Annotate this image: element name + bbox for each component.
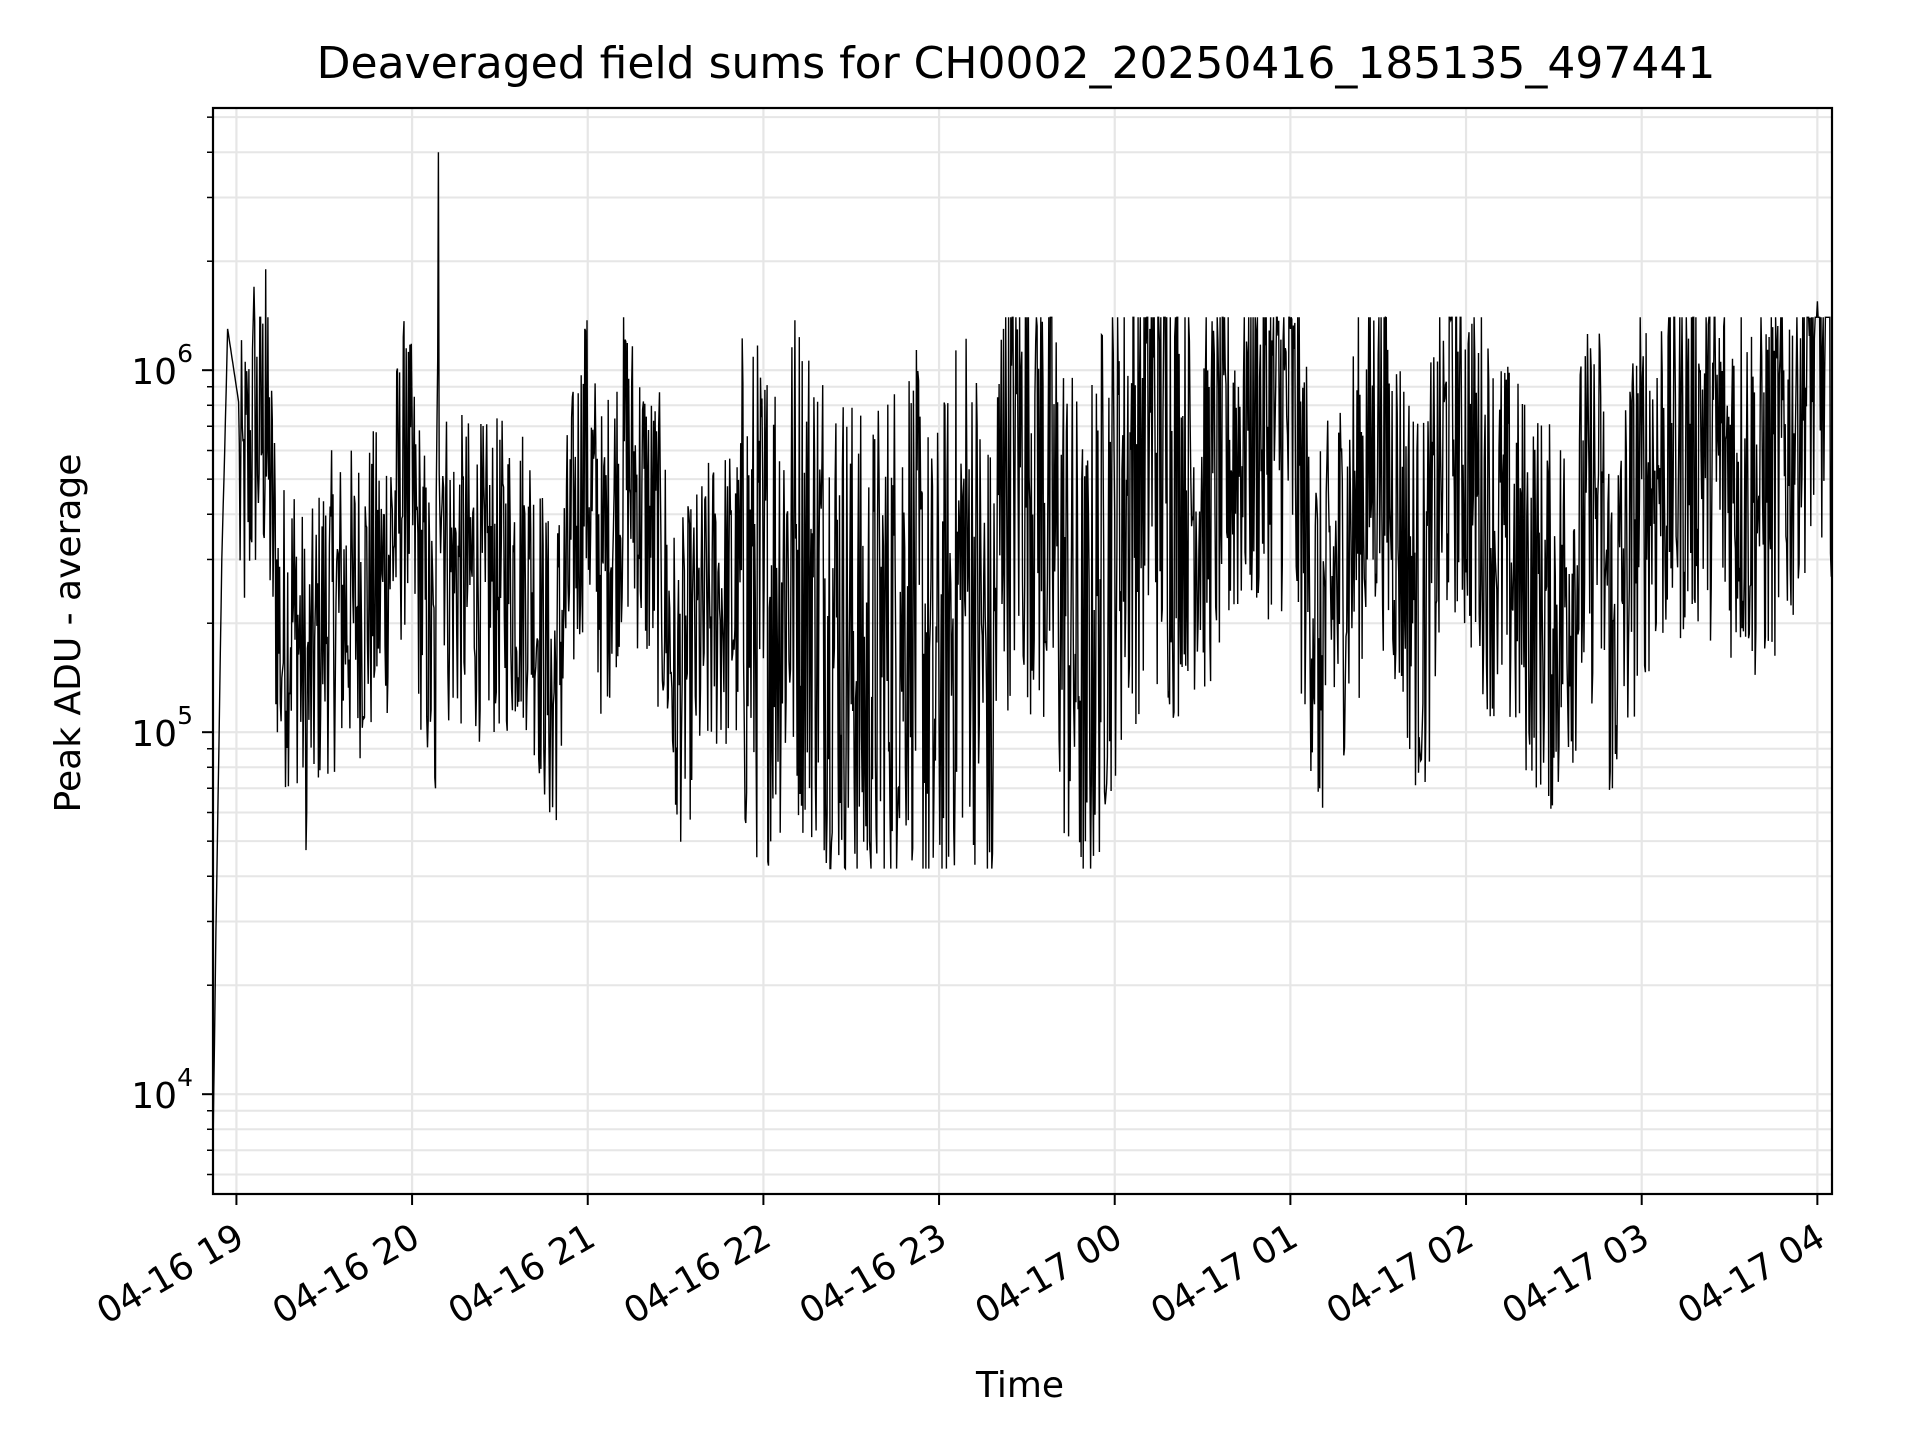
series-line	[212, 152, 1833, 1151]
y-tick-label-exponent: 4	[177, 1063, 193, 1092]
x-axis-label: Time	[975, 1365, 1064, 1406]
y-axis-label: Peak ADU - average	[48, 454, 89, 813]
grid-layer	[213, 108, 1832, 1194]
plot-frame	[211, 106, 1834, 1196]
chart-title: Deaveraged field sums for CH0002_2025041…	[317, 38, 1716, 89]
y-tick-label-exponent: 5	[177, 701, 193, 730]
series-layer	[212, 152, 1833, 1151]
y-tick-label-exponent: 6	[177, 339, 193, 368]
